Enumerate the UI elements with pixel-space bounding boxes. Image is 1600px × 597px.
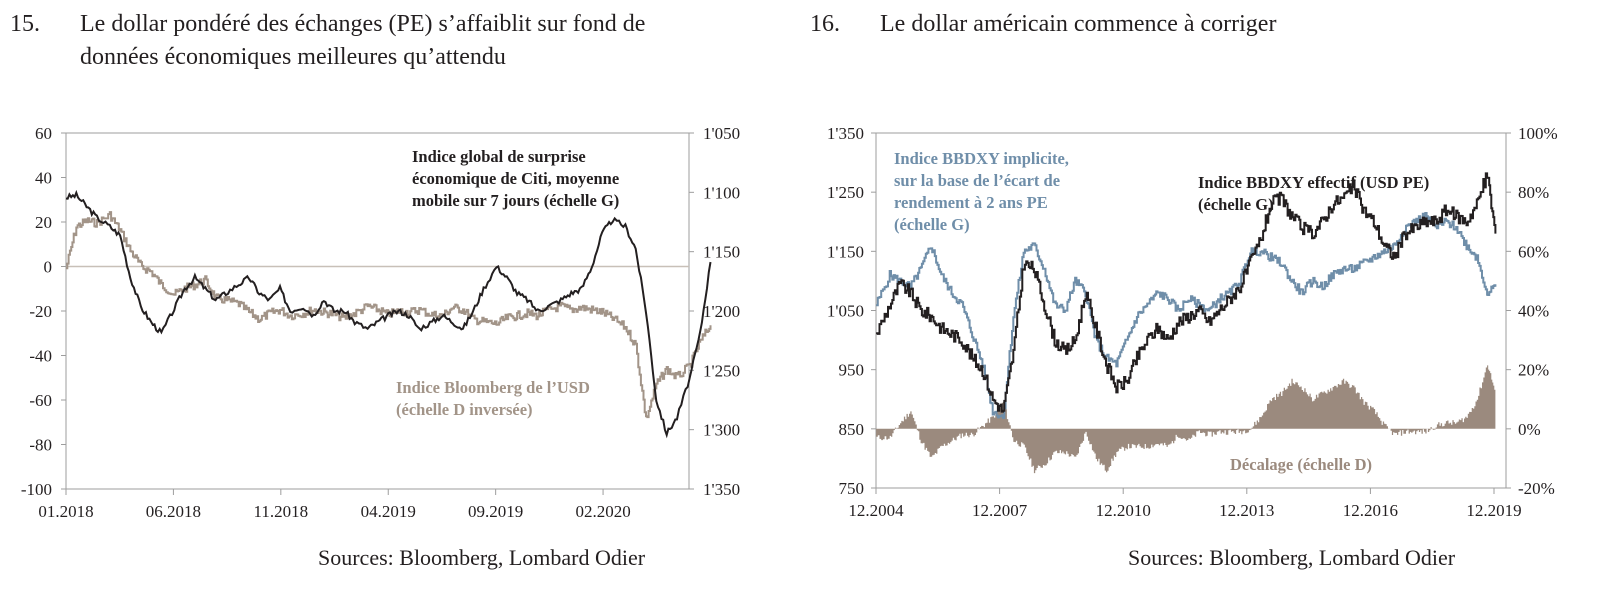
y-right-tick-label: 1'100 [703, 183, 740, 202]
y-left-tick-label: 850 [839, 420, 865, 439]
series-bloomberg-usd [66, 211, 712, 419]
x-tick-label: 06.2018 [146, 502, 201, 521]
annotation-implicite: (échelle G) [894, 215, 970, 234]
y-right-tick-label: 1'250 [703, 361, 740, 380]
y-left-tick-label: 0 [44, 258, 53, 277]
chart-panel-16: 16. Le dollar américain commence à corri… [800, 0, 1600, 597]
x-tick-label: 09.2019 [468, 502, 523, 521]
x-tick-label: 12.2004 [848, 501, 904, 520]
chart-source: Sources: Bloomberg, Lombard Odier [1128, 545, 1456, 570]
y-right-tick-label: 60% [1518, 242, 1549, 261]
chart-title-text: Le dollar américain commence à corriger [880, 11, 1277, 37]
annotation-bloomberg: (échelle D inversée) [396, 400, 533, 419]
y-right-tick-label: 1'050 [703, 124, 740, 143]
y-left-tick-label: -60 [29, 391, 52, 410]
chart-number: 15. [10, 11, 40, 37]
x-tick-label: 01.2018 [38, 502, 93, 521]
y-left-tick-label: 1'350 [827, 124, 864, 143]
chart-panel-15: 15. Le dollar pondéré des échanges (PE) … [0, 0, 790, 597]
y-left-tick-label: 1'150 [827, 242, 864, 261]
x-tick-label: 12.2016 [1343, 501, 1398, 520]
x-tick-label: 02.2020 [575, 502, 630, 521]
series-citi-surprise [65, 189, 712, 439]
y-left-tick-label: 60 [35, 124, 52, 143]
y-left-tick-label: 40 [35, 169, 52, 188]
y-right-tick-label: 1'350 [703, 480, 740, 499]
x-tick-label: 12.2010 [1096, 501, 1151, 520]
y-right-tick-label: 1'300 [703, 421, 740, 440]
y-left-tick-label: 950 [839, 361, 865, 380]
chart-title-text: Le dollar pondéré des échanges (PE) s’af… [80, 11, 646, 70]
chart-number: 16. [810, 11, 840, 37]
y-left-tick-label: -40 [29, 347, 52, 366]
y-right-tick-label: -20% [1518, 479, 1555, 498]
x-tick-label: 04.2019 [361, 502, 416, 521]
x-tick-label: 12.2007 [972, 501, 1028, 520]
y-left-tick-label: 1'250 [827, 183, 864, 202]
series-decalage [876, 365, 1496, 474]
chart-15-plot: 60 40 20 0 -20 -40 -60 -80 -100 1'050 1'100 1'150 1'… [21, 124, 740, 521]
y-right-tick-label: 20% [1518, 361, 1549, 380]
y-right-tick-label: 40% [1518, 302, 1549, 321]
chart-16-plot: 1'350 1'250 1'150 1'050 950 850 750 100% 80% 60% 4… [827, 124, 1558, 520]
y-right-tick-label: 0% [1518, 420, 1541, 439]
y-left-tick-label: 1'050 [827, 302, 864, 321]
annotation-citi: économique de Citi, moyenne [412, 169, 619, 188]
x-tick-label: 12.2019 [1466, 501, 1521, 520]
annotation-implicite: Indice BBDXY implicite, [894, 149, 1069, 168]
annotation-bloomberg: Indice Bloomberg de l’USD [396, 378, 590, 397]
x-tick-label: 11.2018 [254, 502, 309, 521]
annotation-decalage: Décalage (échelle D) [1230, 455, 1372, 474]
annotation-effectif: (échelle G) [1198, 195, 1274, 214]
x-tick-label: 12.2013 [1219, 501, 1274, 520]
annotation-citi: mobile sur 7 jours (échelle G) [412, 191, 619, 210]
annotation-effectif: Indice BBDXY effectif (USD PE) [1198, 173, 1429, 192]
chart-source: Sources: Bloomberg, Lombard Odier [318, 545, 646, 570]
y-left-tick-label: -100 [21, 480, 52, 499]
y-right-tick-label: 100% [1518, 124, 1558, 143]
y-left-tick-label: 750 [839, 479, 865, 498]
y-left-tick-label: 20 [35, 213, 52, 232]
y-right-tick-label: 1'150 [703, 243, 740, 262]
y-left-tick-label: -80 [29, 436, 52, 455]
annotation-citi: Indice global de surprise [412, 147, 586, 166]
y-left-tick-label: -20 [29, 302, 52, 321]
y-right-tick-label: 1'200 [703, 302, 740, 321]
y-right-tick-label: 80% [1518, 183, 1549, 202]
series-bbdxy-effectif [876, 172, 1497, 413]
annotation-implicite: rendement à 2 ans PE [894, 193, 1048, 212]
annotation-implicite: sur la base de l’écart de [894, 171, 1060, 190]
